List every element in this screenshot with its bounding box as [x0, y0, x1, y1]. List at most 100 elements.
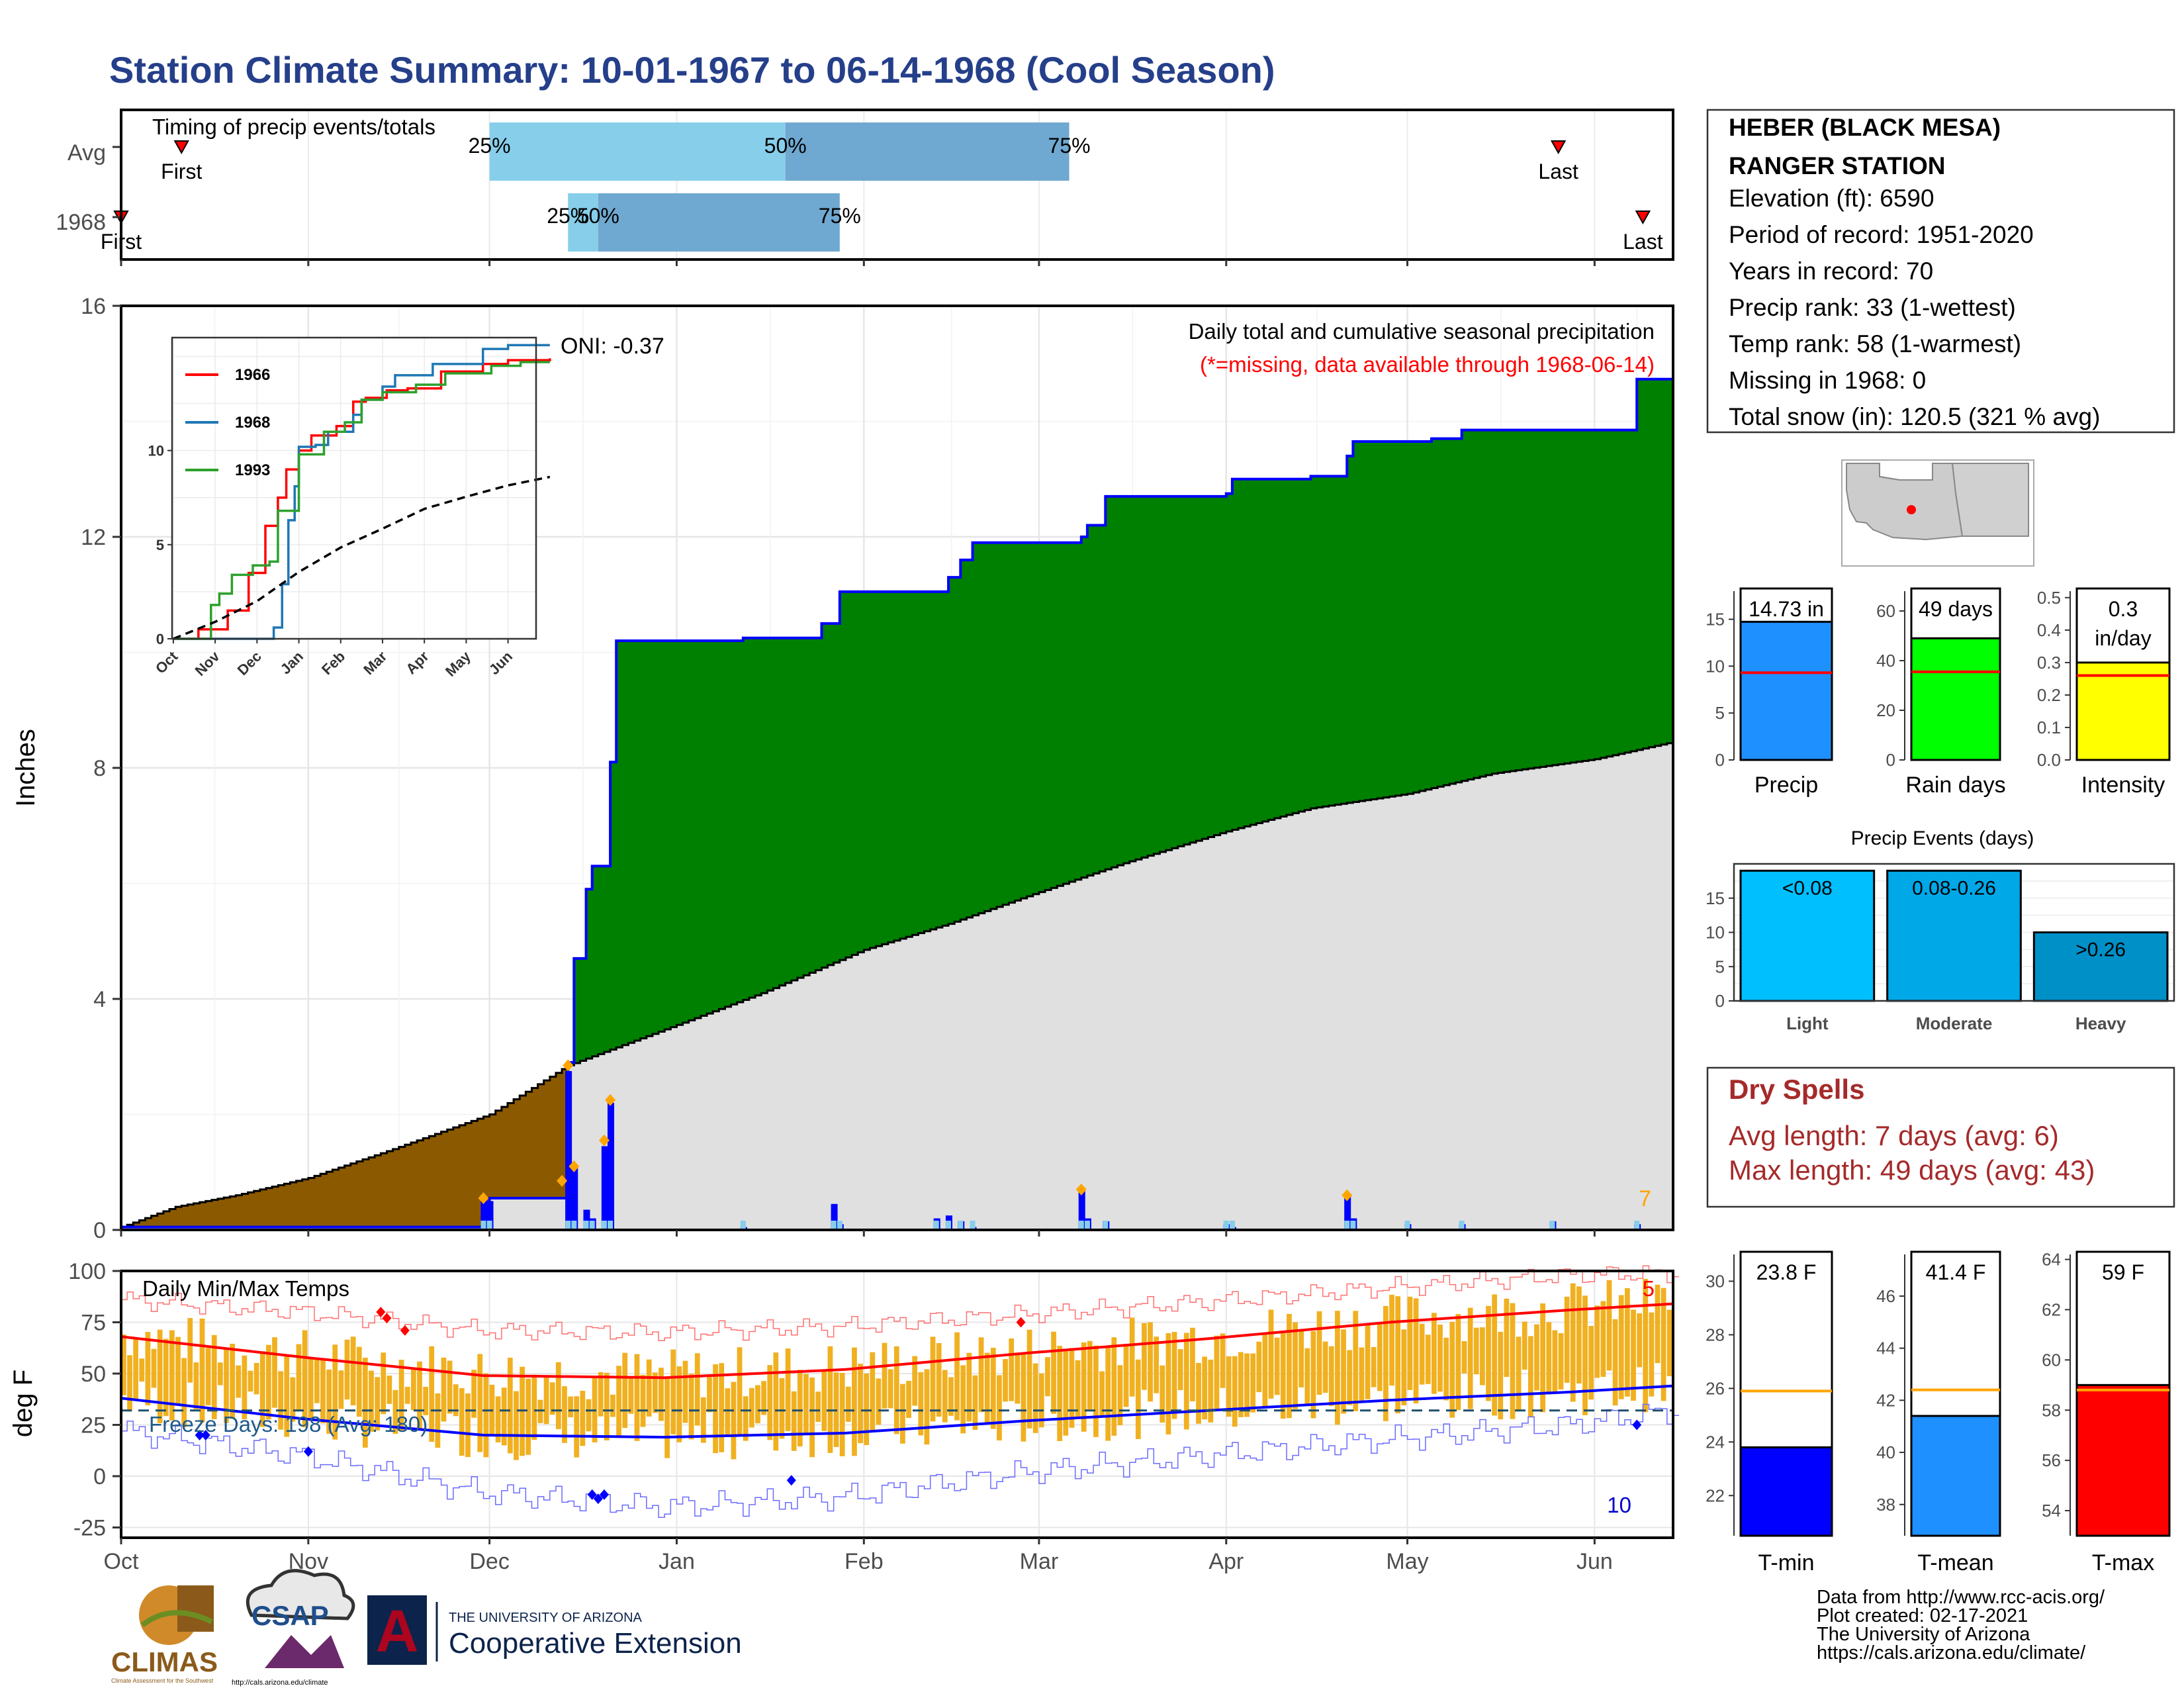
daily-temp-bar [1347, 1350, 1353, 1405]
daily-temp-bar [809, 1377, 815, 1458]
daily-temp-bar [1461, 1341, 1467, 1374]
stat-y-tick-label: 42 [1876, 1390, 1895, 1410]
stat-y-tick-label: 20 [1876, 700, 1895, 720]
locator-map [1841, 459, 2034, 567]
daily-temp-bar [906, 1381, 911, 1419]
stat-value-label: 59 F [2102, 1260, 2144, 1284]
stat-category-label: T-mean [1917, 1550, 1993, 1575]
stat-value-label: 0.3 [2109, 597, 2138, 621]
daily-temp-bar [199, 1318, 205, 1423]
daily-temp-bar [163, 1338, 169, 1417]
daily-snow-tick [1084, 1221, 1090, 1230]
daily-temp-bar [893, 1346, 899, 1434]
precip-panel: 0 4 8 12 16 Inches Daily total and cumulativ… [11, 294, 1674, 1243]
daily-temp-bar [1486, 1305, 1491, 1401]
ua-logo-block [367, 1595, 427, 1665]
freeze-days-label: Freeze Days: 198 (Avg: 180) [149, 1412, 428, 1436]
climas-logo-swoosh [140, 1610, 213, 1628]
daily-temp-bar [972, 1375, 978, 1430]
inset-legend-label-1993: 1993 [235, 461, 270, 479]
daily-temp-bar [1618, 1295, 1624, 1399]
inset-legend: 1966 1968 1993 [185, 366, 270, 479]
normal-max-line [120, 1302, 1674, 1380]
month-label-jan: Jan [659, 1549, 695, 1574]
daily-temp-bar [423, 1386, 428, 1415]
precip-events-y-tick-label: 5 [1715, 957, 1725, 976]
precip-events-value-label: <0.08 [1782, 877, 1833, 899]
daily-precip-bar [480, 1198, 488, 1230]
daily-temp-bar [1606, 1280, 1612, 1371]
daily-temp-bar [1322, 1341, 1328, 1393]
ua-logo-letter: A [376, 1599, 419, 1665]
station-period: Period of record: 1951-2020 [1729, 221, 2034, 248]
timing-row-1968-label: 1968 [56, 210, 106, 235]
daily-temp-bar [1262, 1333, 1268, 1407]
stat-y-tick-label: 5 [1715, 703, 1725, 723]
daily-snow-tick [831, 1221, 837, 1230]
stat-y-tick-label: 0 [1886, 750, 1895, 770]
daily-temp-bar [1226, 1356, 1232, 1417]
daily-temp-bar [272, 1337, 277, 1408]
daily-temp-bar [1395, 1296, 1401, 1414]
daily-temp-bar [1298, 1330, 1304, 1387]
daily-temp-bar [882, 1342, 887, 1409]
record-low-marker [201, 1430, 210, 1440]
inset-line-avg [173, 475, 551, 640]
month-label-jun: Jun [1576, 1549, 1613, 1574]
timing-first-label: First [161, 160, 202, 183]
temperature-panel: -25 0 25 50 75 100 Daily Min/Max Temps Freeze… [9, 1259, 1680, 1541]
daily-temp-bar [1443, 1337, 1449, 1401]
daily-temp-bar [1111, 1337, 1117, 1436]
daily-temp-bar [1401, 1329, 1407, 1405]
daily-temp-bar [1105, 1346, 1111, 1441]
precip-y-tick-label: 12 [81, 525, 106, 550]
csap-mountain-icon [265, 1635, 344, 1668]
daily-temp-bar [284, 1355, 290, 1437]
daily-temp-bar [375, 1377, 380, 1431]
daily-temp-bar [1032, 1363, 1038, 1433]
daily-temp-bar [549, 1382, 555, 1415]
daily-temp-bar [459, 1388, 465, 1456]
timing-last-label: Last [1538, 160, 1578, 183]
timing-last-marker [1550, 140, 1567, 155]
stat-category-label: Precip [1754, 773, 1818, 798]
daily-snow-tick [1229, 1221, 1235, 1230]
daily-temp-bar [1432, 1313, 1437, 1394]
daily-temp-bar [1045, 1357, 1050, 1397]
daily-temp-bar [574, 1396, 580, 1458]
daily-temp-bar [966, 1352, 972, 1422]
daily-temp-bar [912, 1356, 918, 1406]
timing-percent-label: 75% [1048, 134, 1091, 158]
daily-temp-bar [248, 1370, 253, 1392]
daily-precip-bar [571, 1166, 578, 1230]
daily-temp-bar [700, 1397, 706, 1443]
station-name-line1: HEBER (BLACK MESA) [1729, 114, 2001, 141]
temperature-y-tick-label: -25 [73, 1516, 106, 1541]
daily-temp-bar [242, 1355, 248, 1420]
daily-temp-bar [1099, 1371, 1105, 1418]
stat-bar-t-min [1739, 1446, 1833, 1537]
precip-events-title: Precip Events (days) [1851, 827, 2034, 849]
month-label-feb: Feb [844, 1549, 884, 1574]
daily-snow-tick [1344, 1221, 1350, 1230]
daily-temp-bar [1208, 1359, 1214, 1423]
daily-temp-bar [1063, 1349, 1069, 1436]
daily-temp-bar [181, 1358, 187, 1428]
stat-y-tick-label: 0 [1715, 750, 1725, 770]
daily-snow-tick [740, 1221, 746, 1230]
daily-temp-bar [622, 1352, 628, 1429]
record-high-marker [1016, 1317, 1026, 1328]
stat-y-tick-label: 30 [1706, 1271, 1725, 1291]
daily-temp-bar [302, 1330, 308, 1428]
daily-temp-bar [127, 1355, 132, 1412]
stat-bar-rain-days [1910, 637, 2001, 761]
timing-panel-title: Timing of precip events/totals [152, 115, 435, 139]
daily-temp-bar [1142, 1323, 1147, 1390]
daily-temp-bar [1413, 1298, 1419, 1404]
daily-temp-bar [785, 1348, 791, 1431]
timing-bar-25-50-1968 [568, 193, 598, 252]
daily-temp-bar [1238, 1352, 1244, 1417]
daily-temp-bar [1407, 1296, 1413, 1390]
daily-temp-bar [320, 1358, 326, 1424]
daily-temp-bar [1123, 1346, 1129, 1407]
